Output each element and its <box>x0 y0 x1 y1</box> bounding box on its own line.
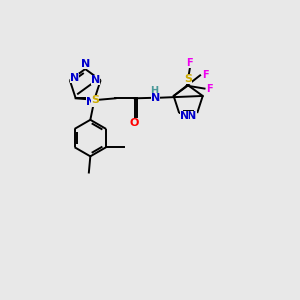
Text: N: N <box>91 75 100 85</box>
Text: N: N <box>70 73 80 83</box>
Text: O: O <box>130 118 139 128</box>
Text: S: S <box>184 74 192 85</box>
Text: N: N <box>86 97 95 107</box>
Text: N: N <box>151 93 160 103</box>
Text: F: F <box>206 84 213 94</box>
Text: F: F <box>187 58 193 68</box>
Text: F: F <box>202 70 209 80</box>
Text: N: N <box>187 111 196 121</box>
Text: N: N <box>81 59 90 69</box>
Text: N: N <box>180 111 189 121</box>
Text: H: H <box>150 86 158 96</box>
Text: S: S <box>91 95 99 105</box>
